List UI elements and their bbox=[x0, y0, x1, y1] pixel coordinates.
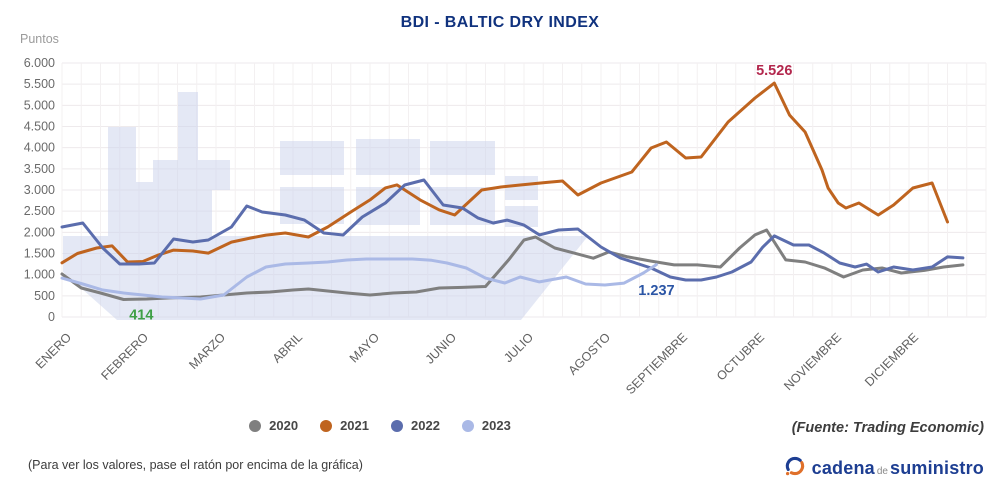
page-title: BDI - BALTIC DRY INDEX bbox=[400, 14, 600, 31]
legend-dot-2022 bbox=[391, 419, 403, 432]
y-axis-labels: 0 500 1.000 1.500 2.000 2.500 3.000 3.500 4.000 4… bbox=[24, 56, 55, 324]
y-tick-label: 500 bbox=[34, 289, 55, 303]
logo-text-cadena: cadena bbox=[811, 458, 875, 478]
y-tick-label: 3.000 bbox=[24, 183, 55, 197]
legend-label-2022: 2022 bbox=[411, 418, 440, 433]
x-tick-label-junio: JUNIO bbox=[423, 330, 460, 367]
legend-dot-2023 bbox=[461, 419, 474, 432]
y-tick-label: 4.500 bbox=[24, 120, 55, 134]
x-tick-label-enero: ENERO bbox=[33, 330, 75, 372]
y-tick-label: 2.000 bbox=[24, 225, 55, 239]
container-ship-watermark bbox=[63, 92, 588, 320]
x-tick-label-julio: JULIO bbox=[501, 330, 536, 365]
logo-text-de: de bbox=[876, 466, 888, 477]
annotation-5526: 5.526 bbox=[756, 63, 792, 79]
annotation-1237: 1.237 bbox=[638, 283, 674, 299]
legend-label-2021: 2021 bbox=[340, 418, 369, 433]
legend-dot-2020 bbox=[249, 419, 262, 432]
legend-item-2022[interactable]: 2022 bbox=[391, 418, 440, 433]
series-line-2021[interactable] bbox=[60, 81, 949, 265]
series-line-2022[interactable] bbox=[60, 178, 965, 282]
legend-item-2023[interactable]: 2023 bbox=[461, 418, 511, 433]
series-line-2020[interactable] bbox=[60, 228, 965, 301]
y-tick-label: 5.000 bbox=[24, 98, 55, 112]
y-tick-label: 1.500 bbox=[24, 247, 55, 261]
legend-dot-2021 bbox=[320, 419, 333, 432]
source-note: (Fuente: Trading Economic) bbox=[791, 420, 984, 436]
cadena-de-suministro-logo[interactable]: cadena de suministro bbox=[784, 452, 984, 479]
x-tick-label-marzo: MARZO bbox=[186, 330, 228, 372]
annotation-414: 414 bbox=[129, 308, 153, 324]
x-tick-label-octubre: OCTUBRE bbox=[714, 330, 767, 383]
y-tick-label: 6.000 bbox=[24, 56, 55, 70]
x-tick-label-diciembre: DICIEMBRE bbox=[862, 330, 921, 389]
x-tick-label-abril: ABRIL bbox=[270, 330, 305, 365]
y-axis-unit-label: Puntos bbox=[20, 32, 59, 46]
x-tick-label-agosto: AGOSTO bbox=[566, 330, 614, 378]
legend-label-2020: 2020 bbox=[269, 418, 299, 433]
y-tick-label: 0 bbox=[48, 310, 55, 324]
legend-label-2023: 2023 bbox=[481, 418, 511, 433]
legend-item-2020[interactable]: 2020 bbox=[249, 418, 298, 433]
chart-legend: 2020 2021 2022 2023 bbox=[0, 418, 760, 433]
bdi-line-chart[interactable]: 0 500 1.000 1.500 2.000 2.500 3.000 3.500 4.000 4… bbox=[0, 0, 1000, 410]
logo-text-suministro: suministro bbox=[889, 458, 984, 478]
y-tick-label: 2.500 bbox=[24, 204, 55, 218]
x-tick-label-noviembre: NOVIEMBRE bbox=[781, 330, 844, 393]
y-tick-label: 1.000 bbox=[24, 268, 55, 282]
y-tick-label: 4.000 bbox=[24, 141, 55, 155]
x-axis-labels: ENERO FEBRERO MARZO ABRIL MAYO JUNIO JULIO AGOS… bbox=[33, 330, 921, 397]
series-line-2023[interactable] bbox=[60, 257, 658, 301]
y-tick-label: 3.500 bbox=[24, 162, 55, 176]
y-tick-label: 5.500 bbox=[24, 77, 55, 91]
logo-circular-arrows-icon bbox=[785, 456, 804, 476]
legend-item-2021[interactable]: 2021 bbox=[320, 418, 369, 433]
hover-hint-note: (Para ver los valores, pase el ratón por… bbox=[28, 458, 363, 472]
x-tick-label-septiembre: SEPTIEMBRE bbox=[623, 330, 690, 397]
x-tick-label-mayo: MAYO bbox=[347, 330, 382, 365]
x-tick-label-febrero: FEBRERO bbox=[98, 330, 151, 383]
